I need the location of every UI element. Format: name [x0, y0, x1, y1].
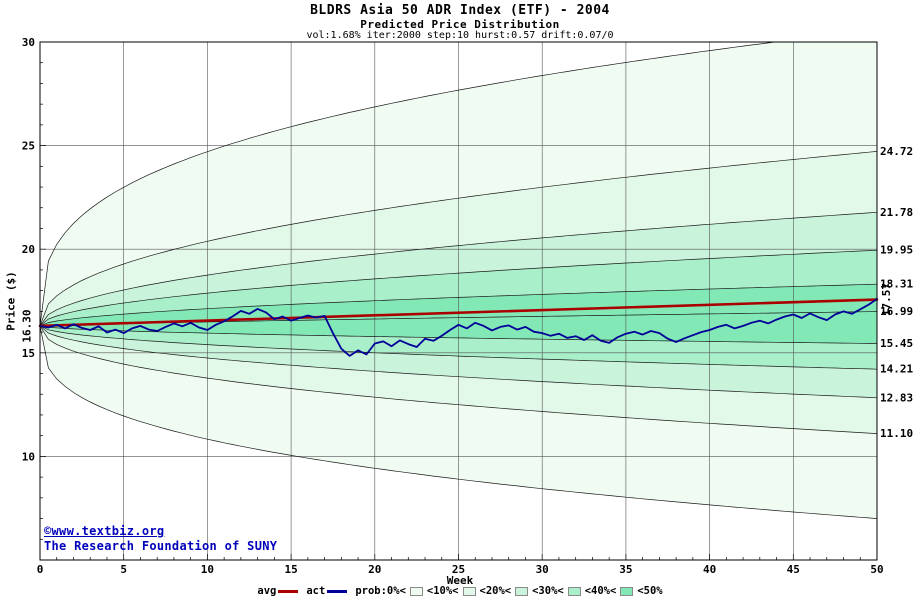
band-end-label: 11.10 [880, 427, 913, 440]
band-end-label: 14.21 [880, 363, 913, 376]
grid-lines [40, 42, 877, 560]
fan-boundary-line [40, 283, 877, 327]
legend-avg-label: avg [257, 585, 277, 597]
band-end-label: 16.99 [880, 305, 913, 318]
band-end-label: 19.95 [880, 244, 913, 257]
actual-price-line [39, 297, 878, 357]
chart-title: BLDRS Asia 50 ADR Index (ETF) - 2004 [310, 3, 610, 18]
y-axis-label: Price ($) [4, 271, 18, 331]
x-tick-label: 25 [452, 563, 465, 576]
band-end-label: 12.83 [880, 391, 913, 404]
y-tick-label: 20 [22, 243, 35, 256]
fan-boundary-line [40, 325, 877, 434]
legend-item-avg: avg [257, 585, 302, 597]
band-color-swatch [462, 586, 476, 596]
legend-band-label: <40%< [584, 585, 617, 597]
fan-boundary-line [40, 325, 877, 519]
legend-band-label: <30%< [532, 585, 564, 597]
band-end-label: 24.72 [880, 145, 913, 158]
band-color-swatch [409, 586, 423, 596]
band-end-label: 21.78 [880, 206, 913, 219]
copyright-url-link[interactable]: ©www.textbiz.org [44, 524, 165, 538]
band-end-label: 15.45 [880, 337, 913, 350]
x-axis-label: Week [446, 574, 474, 587]
legend-act-label: act [306, 585, 326, 597]
fan-boundary-line [40, 249, 877, 327]
fan-boundary-line [40, 151, 877, 327]
start-price-label: 16.30 [20, 309, 34, 343]
legend-band-label: <20%< [479, 585, 512, 597]
fan-boundary-line [40, 325, 877, 344]
avg-end-label: 17.57 [880, 283, 893, 316]
x-tick-label: 40 [703, 563, 716, 576]
legend: avg act prob:0%< <10%< <20%< <30%< <40%<… [0, 585, 920, 597]
fan-boundary-line [40, 211, 877, 327]
fan-boundary-line [40, 325, 877, 399]
chart-subtitle: Predicted Price Distribution [360, 18, 560, 31]
band-color-swatch [515, 586, 529, 596]
average-price-line [38, 298, 879, 328]
x-tick-label: 30 [536, 563, 549, 576]
x-tick-label: 35 [619, 563, 632, 576]
x-tick-label: 0 [37, 563, 44, 576]
x-tick-label: 15 [284, 563, 297, 576]
band-end-label: 18.31 [880, 278, 913, 291]
band-color-swatch [620, 586, 634, 596]
x-tick-label: 5 [120, 563, 127, 576]
y-tick-label: 15 [22, 347, 35, 360]
y-tick-label: 25 [22, 140, 35, 153]
x-tick-label: 50 [870, 563, 883, 576]
fan-boundary-line [40, 325, 877, 370]
avg-line-sample [278, 589, 299, 593]
x-tick-label: 10 [201, 563, 214, 576]
x-tick-label: 45 [787, 563, 800, 576]
y-tick-label: 10 [22, 450, 35, 463]
x-tick-label: 20 [368, 563, 381, 576]
y-tick-label: 30 [22, 36, 35, 49]
fan-boundary-line [40, 42, 778, 326]
legend-item-act: act [306, 585, 351, 597]
legend-band-label: <10%< [426, 585, 459, 597]
band-color-swatch [567, 586, 581, 596]
legend-band-label: <50% [637, 585, 663, 597]
copyright-org-text: The Research Foundation of SUNY [44, 539, 278, 553]
chart-parameters: vol:1.68% iter:2000 step:10 hurst:0.57 d… [306, 30, 614, 41]
legend-prob-label: prob:0%< [355, 585, 406, 597]
act-line-sample [327, 589, 348, 593]
plot-border [39, 41, 878, 561]
